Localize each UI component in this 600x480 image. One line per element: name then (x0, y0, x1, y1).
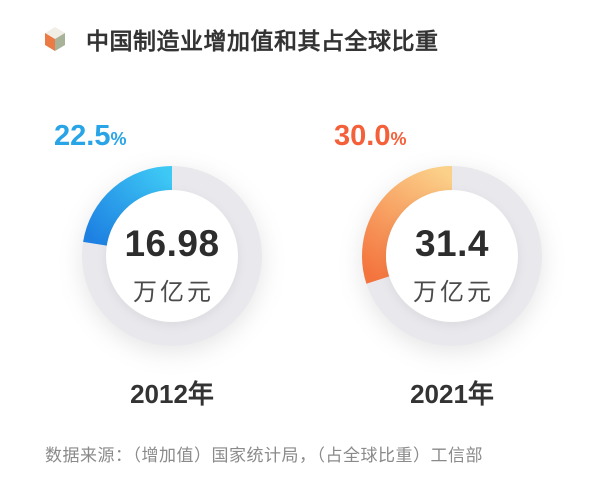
share-number: 22.5 (54, 120, 111, 152)
donut-gauge-2012: 22.5% 16.98 万亿元 2012年 (32, 120, 312, 411)
donut-chart-wrap: 16.98 万亿元 (74, 158, 270, 354)
infographic-card: 中国制造业增加值和其占全球比重 22.5% 16.98 万亿元 2012年 30… (0, 22, 600, 466)
header: 中国制造业增加值和其占全球比重 (44, 22, 600, 56)
donut-center-label: 16.98 万亿元 (74, 158, 270, 354)
value-amount: 31.4 (414, 223, 489, 264)
cube-left-face (45, 33, 55, 51)
value-unit: 万亿元 (133, 279, 214, 306)
cube-right-face (55, 33, 65, 51)
global-share-value: 30.0% (334, 120, 592, 152)
page-title: 中国制造业增加值和其占全球比重 (86, 28, 439, 54)
value-unit: 万亿元 (413, 279, 494, 306)
cube-icon (45, 27, 65, 51)
value-amount: 16.98 (124, 223, 220, 264)
donut-chart (82, 166, 262, 346)
donut-chart-wrap: 31.4 万亿元 (354, 158, 550, 354)
year-label: 2012年 (130, 379, 214, 409)
donut-gauge-2021: 30.0% 31.4 万亿元 2021年 (312, 120, 592, 411)
percent-sign: % (390, 129, 407, 149)
share-number: 30.0 (334, 120, 391, 152)
global-share-value: 22.5% (54, 120, 312, 152)
percent-sign: % (110, 129, 127, 149)
charts-row: 22.5% 16.98 万亿元 2012年 30.0% 31.4 万亿元 (0, 120, 600, 411)
year-label: 2021年 (410, 379, 494, 409)
data-source-note: 数据来源：（增加值）国家统计局，（占全球比重）工信部 (45, 446, 483, 465)
donut-chart (362, 166, 542, 346)
donut-center-label: 31.4 万亿元 (354, 158, 550, 354)
